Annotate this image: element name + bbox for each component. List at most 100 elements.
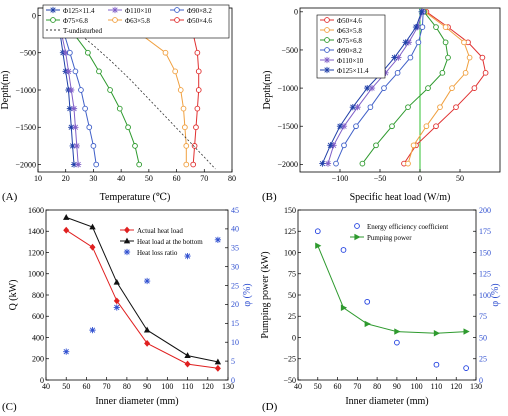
y2-axis-label: φ (%) <box>490 283 501 306</box>
y2-tick-label: 75 <box>479 312 487 321</box>
data-point <box>463 328 470 335</box>
chart-panel-4: 40 50 60 70 80 90 100 110 120 130 −50 −25 0 25 50 75 100… <box>260 206 501 413</box>
y-tick-label: 1000 <box>28 270 44 279</box>
x-tick-label: 80 <box>373 382 381 391</box>
y-tick-label: −2000 <box>277 160 298 169</box>
data-point <box>341 142 347 149</box>
legend-label: Actual heat load <box>137 227 183 235</box>
y2-tick-label: 45 <box>231 206 239 215</box>
data-point <box>86 124 93 131</box>
data-point <box>70 161 78 168</box>
legend-label: Φ90×8.2 <box>187 7 212 15</box>
y2-tick-label: 25 <box>231 281 239 290</box>
data-point <box>113 297 120 305</box>
x-tick-label: 70 <box>103 382 111 391</box>
legend-label: T-undisturbed <box>63 27 103 35</box>
y-tick-label: −1000 <box>277 84 298 93</box>
x-tick-label: 70 <box>353 382 361 391</box>
y2-tick-label: 20 <box>231 300 239 309</box>
x-tick-label: 60 <box>82 382 90 391</box>
y-tick-label: −2000 <box>15 160 36 169</box>
data-point <box>336 123 344 130</box>
y2-axis-label: φ (%) <box>242 283 253 306</box>
y-axis-label: Depth(m) <box>0 71 11 110</box>
data-point <box>442 24 449 30</box>
data-point <box>449 85 455 91</box>
x-tick-label: 130 <box>470 382 482 391</box>
x-tick-label: 60 <box>334 382 342 391</box>
series-line <box>403 11 487 164</box>
y-tick-label: 1200 <box>28 248 44 257</box>
data-point <box>340 304 348 311</box>
data-point <box>382 69 389 76</box>
legend-marker <box>354 233 361 241</box>
data-point <box>349 104 356 111</box>
x-tick-label: 40 <box>294 382 302 391</box>
y-tick-label: −1500 <box>277 122 298 131</box>
x-tick-label: 90 <box>143 382 151 391</box>
data-point <box>184 352 191 358</box>
x-tick-label: 120 <box>450 382 462 391</box>
y-axis-label: Depth(m) <box>262 71 273 110</box>
data-point <box>184 252 191 260</box>
data-point <box>418 8 425 15</box>
data-point <box>172 68 179 75</box>
data-point <box>391 54 398 61</box>
data-point <box>367 104 374 111</box>
panel-tag: (C) <box>2 401 17 413</box>
y-tick-label: −500 <box>281 46 298 55</box>
series-4 <box>333 8 427 167</box>
series-line <box>327 11 423 164</box>
y2-tick-label: 30 <box>231 262 239 271</box>
data-point <box>89 243 96 251</box>
y-tick-label: 0 <box>294 8 298 17</box>
legend-marker <box>323 66 331 74</box>
x-tick-label: 40 <box>42 382 50 391</box>
x-tick-label: 0 <box>418 174 422 183</box>
x-tick-label: 80 <box>228 174 236 183</box>
legend-label: Φ50×4.6 <box>187 17 212 25</box>
legend: Φ125×11.4 Φ110×10 Φ90×8.2 Φ75×6.8 Φ63×5.8 Φ50… <box>42 4 230 39</box>
panel-tag: (B) <box>262 191 277 203</box>
legend-label: Φ125×11.4 <box>337 67 369 75</box>
x-axis-label: Temperature (℃) <box>100 192 171 203</box>
y-axis-label: Pumping power (kW) <box>260 251 271 338</box>
data-point <box>72 124 79 131</box>
x-tick-label: −100 <box>332 174 349 183</box>
legend-marker <box>124 226 130 234</box>
x-tick-label: 80 <box>123 382 131 391</box>
y-tick-label: 0 <box>32 11 36 20</box>
legend-label: Pumping power <box>367 234 412 242</box>
legend-label: Φ75×6.8 <box>337 37 362 45</box>
y-tick-label: 200 <box>32 355 44 364</box>
y2-tick-label: 175 <box>479 227 491 236</box>
data-point <box>412 23 420 31</box>
data-point <box>75 161 82 168</box>
data-point <box>381 85 387 91</box>
data-point <box>462 69 469 76</box>
x-axis-label: Inner diameter (mm) <box>95 396 178 407</box>
y-tick-label: 0 <box>292 333 296 342</box>
series-line <box>361 11 449 164</box>
series-1 <box>314 228 469 371</box>
x-tick-label: 30 <box>89 174 97 183</box>
data-point <box>445 54 451 61</box>
legend-marker <box>324 47 330 53</box>
chart-panel-3: 40 50 60 70 80 90 100 110 120 1300200400600800100… <box>2 206 253 413</box>
data-point <box>330 142 337 149</box>
data-point <box>89 223 96 230</box>
y2-tick-label: 5 <box>231 357 235 366</box>
data-point <box>314 228 321 235</box>
data-point <box>63 348 70 355</box>
y-tick-label: 0 <box>40 376 44 385</box>
data-point <box>193 124 199 131</box>
data-point <box>214 358 222 365</box>
data-point <box>68 124 75 131</box>
data-point <box>394 339 400 346</box>
data-point <box>68 86 75 94</box>
data-point <box>373 142 379 149</box>
x-tick-label: 110 <box>182 382 194 391</box>
data-point <box>479 54 486 61</box>
data-point <box>195 87 202 93</box>
data-point <box>62 49 69 56</box>
